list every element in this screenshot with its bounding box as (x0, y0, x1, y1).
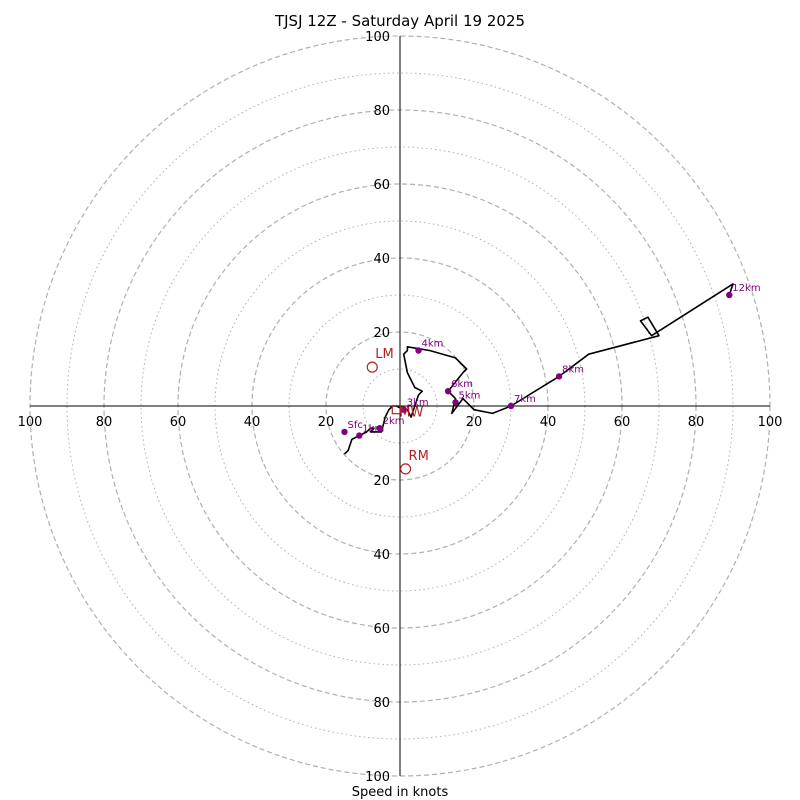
x-tick-label: 100 (758, 415, 783, 430)
x-tick-label: 40 (540, 415, 557, 430)
hodograph-trace (343, 283, 734, 455)
x-tick-label: 40 (244, 415, 261, 430)
x-tick-label: 60 (170, 415, 187, 430)
height-marker-point (507, 402, 515, 410)
height-marker-label: 1km (362, 424, 384, 435)
height-marker-point (400, 406, 407, 413)
storm-motion-point (366, 361, 378, 373)
height-marker-label: 2km (383, 416, 405, 427)
y-tick-label: 20 (373, 326, 390, 341)
storm-motion-point (391, 405, 401, 415)
height-marker-label: 12km (732, 283, 760, 294)
height-marker-label: 4km (422, 339, 444, 350)
x-tick-label: 80 (688, 415, 705, 430)
height-marker-label: 6km (451, 379, 473, 390)
height-marker-point (376, 425, 383, 432)
height-marker-point (726, 291, 733, 299)
y-tick-label: 100 (365, 770, 390, 785)
x-tick-label: 100 (18, 415, 43, 430)
height-marker-label: 8km (562, 364, 584, 375)
storm-motion-label: MW (399, 406, 423, 421)
tick-labels: 100 80 60 40 20 20 40 60 80 100 100 80 60 40 20 20 40 60 8… (18, 30, 783, 785)
storm-motion-markers: LM RM MW (366, 347, 429, 475)
storm-motion-point (399, 463, 412, 475)
height-marker-label: 7km (514, 394, 536, 405)
y-tick-label: 40 (373, 548, 390, 563)
hodograph-line (343, 283, 734, 455)
storm-motion-label: LM (375, 347, 393, 362)
height-marker-point (356, 432, 363, 439)
x-tick-label: 80 (96, 415, 113, 430)
x-tick-label: 60 (614, 415, 631, 430)
height-marker-point (341, 428, 348, 436)
x-tick-label: 20 (466, 415, 483, 430)
y-tick-label: 80 (373, 696, 390, 711)
chart-title: TJSJ 12Z - Saturday April 19 2025 (274, 12, 525, 30)
height-marker-point (452, 399, 459, 406)
height-marker-point (415, 347, 422, 354)
height-marker-label: 3km (407, 398, 429, 409)
height-marker-label: 5km (459, 390, 481, 401)
height-marker-label: Sfc (348, 420, 363, 431)
y-tick-label: 100 (365, 30, 390, 45)
y-tick-label: 20 (373, 474, 390, 489)
x-tick-label: 20 (318, 415, 335, 430)
y-tick-label: 60 (373, 178, 390, 193)
y-tick-label: 80 (373, 104, 390, 119)
y-tick-label: 40 (373, 252, 390, 267)
y-tick-label: 60 (373, 622, 390, 637)
height-marker-point (444, 388, 452, 395)
x-axis-label: Speed in knots (352, 785, 449, 800)
storm-motion-label: RM (409, 449, 429, 464)
height-marker-point (555, 373, 563, 380)
